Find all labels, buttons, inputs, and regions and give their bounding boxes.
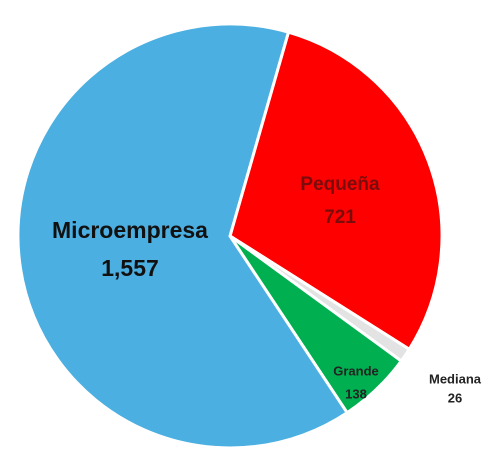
slice-value: 138: [345, 386, 367, 401]
slice-value: 26: [448, 390, 462, 405]
slice-value: 1,557: [101, 255, 159, 281]
pie-slice: [228, 30, 444, 352]
pie-slice: [16, 22, 350, 450]
slice-label: Grande: [333, 363, 379, 378]
slice-value: 721: [324, 207, 356, 228]
slice-label: Microempresa: [52, 217, 208, 243]
slice-label: Mediana: [429, 371, 482, 386]
slice-label: Pequeña: [300, 174, 380, 195]
